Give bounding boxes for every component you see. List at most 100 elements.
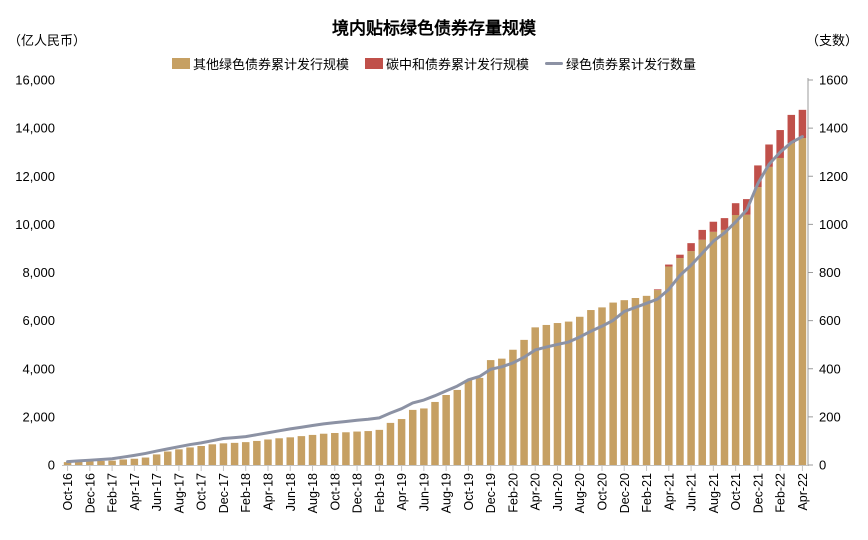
axis-tick-label: Oct-20 [596,473,610,511]
axis-tick-label: Dec-19 [484,473,498,513]
bar-other-green [754,187,762,465]
axis-tick-label: Oct-19 [462,473,476,511]
bar-other-green [297,436,306,465]
axis-tick-label: 1000 [819,217,848,232]
bar-other-green [164,451,172,465]
legend-label: 绿色债券累计发行数量 [566,57,697,72]
bar-other-green [364,431,372,465]
bar-other-green [731,214,740,465]
bar-other-green [720,229,729,465]
axis-tick-label: 400 [819,361,841,376]
bar-carbon-neutral [665,264,673,267]
axis-tick-label: 10,000 [15,217,55,232]
axis-tick-label: 14,000 [15,121,55,136]
bar-carbon-neutral [698,229,706,240]
axis-tick-label: 0 [48,458,55,473]
bar-other-green [74,461,83,465]
bar-other-green [408,409,417,465]
bar-other-green [241,442,250,465]
bar-carbon-neutral [720,218,729,230]
bar-other-green [141,457,150,465]
axis-tick-label: Feb-18 [239,473,253,513]
bar-other-green [587,310,595,465]
axis-tick-label: Dec-18 [351,473,365,513]
bar-other-green [453,389,462,465]
bar-other-green [186,447,194,465]
bar-other-green [609,302,617,465]
bar-other-green [219,443,228,465]
bar-other-green [542,324,551,465]
bar-carbon-neutral [798,109,807,138]
bar-other-green [208,444,217,465]
bar-carbon-neutral [709,221,718,232]
legend-label: 碳中和债券累计发行规模 [385,57,529,72]
bar-other-green [119,459,127,465]
axis-tick-label: Feb-17 [106,473,120,513]
bar-other-green [531,327,539,465]
axis-tick-label: 2,000 [22,409,55,424]
bar-carbon-neutral [653,289,662,291]
count-line [66,135,804,464]
bar-other-green [63,462,72,465]
axis-tick-label: Dec-21 [751,473,765,513]
bar-other-green [642,295,651,465]
right-axis-unit-label: （支数） [805,33,858,48]
bar-other-green [253,440,261,465]
bar-other-green [464,380,473,465]
bar-other-green [175,449,183,465]
bar-other-green [86,461,94,465]
bar-other-green [564,321,573,465]
axis-tick-label: Jun-17 [150,473,164,511]
axis-tick-label: 600 [819,313,841,328]
axis-tick-label: 1200 [819,169,848,184]
axis-tick-label: 12,000 [15,169,55,184]
axis-tick-label: Apr-17 [128,473,142,511]
axis-tick-label: Aug-19 [440,473,454,513]
bar-other-green [475,377,484,465]
bar-carbon-neutral [787,114,796,144]
bar-other-green [620,300,629,465]
bar-other-green [375,429,384,465]
legend: 其他绿色债券累计发行规模 碳中和债券累计发行规模 绿色债券累计发行数量 [0,54,868,73]
axis-tick-label: Apr-19 [395,473,409,511]
bar-other-green [108,460,116,465]
axis-tick-label: Aug-18 [306,473,320,513]
axis-tick-label: Jun-18 [284,473,298,511]
bar-other-green [130,458,139,465]
axis-tick-label: Aug-17 [172,473,186,513]
bar-other-green [230,442,239,465]
bar-carbon-neutral [676,254,684,259]
chart-title: 境内贴标绿色债券存量规模 [332,19,536,38]
bar-carbon-neutral [731,203,740,215]
axis-tick-label: Aug-20 [573,473,587,513]
axis-tick-label: Oct-17 [195,473,209,511]
bar-other-green [431,401,439,465]
bar-other-green [197,445,205,465]
axis-tick-label: Oct-18 [328,473,342,511]
bar-other-green [397,419,406,465]
carbon-bonds-swatch-icon [364,58,383,69]
bar-other-green [152,454,161,465]
legend-item-bond-count: 绿色债券累计发行数量 [545,54,696,73]
axis-tick-label: 16,000 [15,73,55,88]
bar-other-green [653,290,662,465]
axis-tick-label: 800 [819,265,841,280]
axis-tick-label: 4,000 [22,361,55,376]
bar-other-green [743,214,751,465]
bar-other-green [520,339,528,465]
bar-other-green [598,307,606,465]
bar-other-green [631,298,640,465]
axis-tick-label: Feb-20 [506,473,520,513]
axis-tick-label: Jun-20 [551,473,565,511]
axis-tick-label: Apr-22 [796,473,810,511]
legend-label: 其他绿色债券累计发行规模 [192,57,349,72]
bar-other-green [331,432,339,465]
bar-other-green [509,349,517,465]
bar-other-green [698,239,706,465]
axis-tick-label: Jun-19 [417,473,431,511]
bar-other-green [709,231,718,465]
legend-item-other-green-bonds: 其他绿色债券累计发行规模 [171,54,349,73]
bar-carbon-neutral [754,165,762,188]
axis-tick-label: 200 [819,409,841,424]
